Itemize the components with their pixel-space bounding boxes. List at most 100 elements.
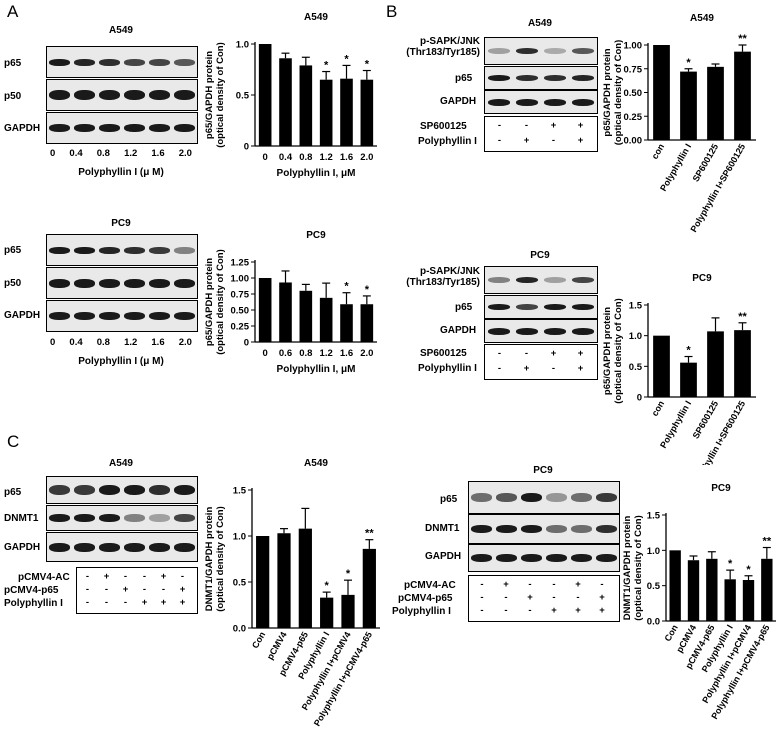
blot-band	[74, 312, 95, 320]
blot-band	[149, 514, 170, 522]
treatment-box-c-a549	[76, 567, 198, 614]
blot-band	[124, 514, 145, 522]
row-label-dnmt1: DNMT1	[425, 523, 460, 534]
bar-chart-c-a549: A549 DNMT1/GAPDH protein (optical density …	[204, 458, 380, 728]
blot-unit-a-a549: Polyphyllin I (μ M)	[78, 167, 164, 178]
blot-c-pc9-dnmt1	[468, 514, 620, 544]
y-tick-label: 0.0	[647, 617, 660, 628]
bar	[669, 550, 681, 621]
blot-band	[487, 277, 511, 283]
y-tick-label: 1.25	[231, 258, 250, 269]
blot-band	[174, 90, 195, 100]
panel-letter-b: B	[386, 2, 398, 21]
treat-label-sp: SP600125	[420, 348, 467, 359]
row-label-gapdh: GAPDH	[4, 310, 41, 321]
blot-band	[149, 278, 170, 288]
blot-band	[124, 124, 145, 132]
x-tick-label: 0.8	[299, 348, 312, 359]
y-tick-label: 0.5	[629, 362, 643, 373]
y-axis-label: (optical density of Con)	[613, 40, 624, 146]
blot-band	[515, 75, 539, 81]
chart-title: PC9	[711, 483, 731, 494]
blot-band	[487, 327, 511, 335]
bar-chart-c-pc9: PC9 DNMT1/GAPDH protein (optical density o…	[622, 483, 776, 721]
significance-mark: *	[365, 59, 370, 71]
blot-band	[99, 124, 120, 132]
row-label-gapdh: GAPDH	[4, 123, 41, 134]
treat-row-ac: - + - - + -	[480, 579, 604, 590]
panel-letter-a: A	[7, 2, 19, 21]
blot-band	[149, 312, 170, 320]
x-tick-label: 0	[263, 348, 268, 359]
treat-row-ac: - + - - + -	[85, 571, 185, 582]
blot-band	[49, 246, 70, 254]
y-tick-label: 0.50	[231, 306, 250, 317]
bar	[734, 330, 751, 397]
blot-b-pc9-psapk	[484, 266, 598, 294]
blot-title-b-a549: A549	[528, 18, 552, 29]
blot-band	[74, 58, 95, 66]
blot-band	[74, 278, 95, 288]
blot-band	[543, 75, 567, 81]
y-tick-label: 1.5	[233, 486, 247, 497]
blot-band	[124, 90, 145, 100]
blot-band	[49, 278, 70, 288]
blot-band	[496, 525, 517, 533]
bar	[724, 579, 736, 621]
row-label-gapdh: GAPDH	[425, 551, 462, 562]
blot-band	[174, 485, 195, 495]
significance-mark: *	[365, 284, 370, 296]
bar	[653, 45, 670, 140]
blot-title-a-pc9: PC9	[111, 218, 131, 229]
blot-band	[99, 542, 120, 552]
chart-title: PC9	[306, 230, 326, 241]
blot-band	[471, 554, 492, 562]
treat-label-poly: Polyphyllin I	[4, 598, 63, 609]
y-tick-label: 1.5	[629, 301, 643, 312]
bar	[340, 304, 353, 342]
x-tick-label: Polyphyllin I+SP600125	[688, 142, 747, 234]
bar	[299, 290, 313, 342]
x-tick-label: con	[650, 142, 667, 161]
blot-band	[496, 554, 517, 562]
bar	[761, 558, 773, 621]
x-tick-label: 1.2	[320, 348, 333, 359]
x-axis-label: Polyphyllin I, μM	[277, 364, 356, 375]
bar	[680, 362, 697, 397]
blot-title-b-pc9: PC9	[530, 250, 550, 261]
blot-c-a549-gapdh	[46, 532, 198, 562]
bar	[706, 558, 718, 621]
blot-band	[74, 485, 95, 495]
bar	[319, 297, 333, 342]
y-tick-label: 0.00	[624, 136, 643, 147]
significance-mark: **	[763, 536, 772, 548]
bar	[653, 335, 670, 397]
significance-mark: *	[325, 580, 330, 592]
blot-c-a549-dnmt1	[46, 505, 198, 531]
treat-row-p65: - - + - - +	[480, 592, 605, 603]
treat-row-poly: - + - +	[497, 363, 584, 374]
x-tick-label: SP600125	[691, 399, 721, 440]
blot-band	[149, 542, 170, 552]
blot-band	[596, 493, 617, 502]
blot-c-pc9-gapdh	[468, 544, 620, 572]
blot-band	[487, 48, 511, 54]
bar	[742, 580, 755, 621]
blot-band	[515, 327, 539, 335]
treat-label-sp: SP600125	[420, 121, 467, 132]
blot-c-a549-p65	[46, 476, 198, 504]
significance-mark: **	[738, 33, 747, 45]
row-label-p65: p65	[4, 58, 22, 69]
blot-band	[596, 554, 617, 562]
blot-band	[543, 98, 567, 106]
blot-band	[74, 542, 95, 552]
blot-a-pc9-gapdh	[46, 300, 198, 332]
blot-a-a549-p65	[46, 46, 198, 78]
treat-label-poly: Polyphyllin I	[418, 363, 477, 374]
bar	[341, 594, 355, 628]
y-axis-label: p65/GAPDH protein	[204, 258, 215, 346]
blot-band	[99, 514, 120, 522]
treat-label-p65: pCMV4-p65	[398, 593, 453, 604]
treat-label-p65: pCMV4-p65	[4, 585, 59, 596]
blot-band	[571, 493, 592, 502]
